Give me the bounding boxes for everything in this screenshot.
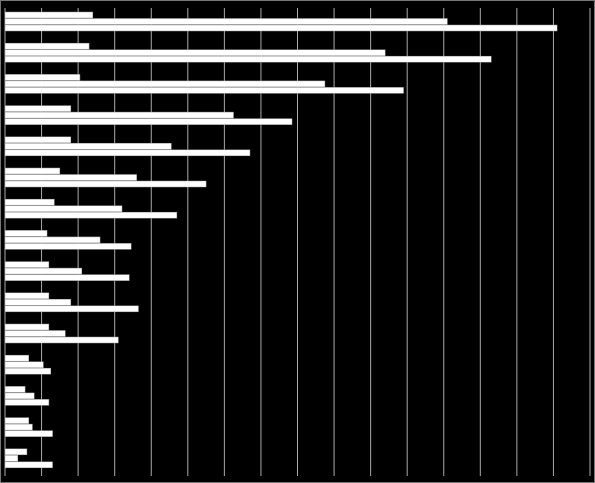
- bar: [4, 430, 53, 437]
- bar: [4, 11, 93, 19]
- bar: [4, 267, 83, 275]
- bar: [4, 174, 137, 181]
- bar: [4, 292, 50, 300]
- bar: [4, 336, 119, 344]
- bar: [4, 167, 61, 175]
- bar: [4, 211, 178, 219]
- bar: [4, 367, 51, 375]
- bar: [4, 423, 33, 431]
- bar: [4, 354, 30, 362]
- bar: [4, 49, 386, 56]
- bar: [4, 111, 234, 119]
- bar: [4, 386, 26, 393]
- bar: [4, 417, 30, 424]
- bar: [4, 361, 44, 368]
- bar: [4, 205, 123, 212]
- bar: [4, 330, 66, 337]
- bar: [4, 299, 72, 306]
- bar: [4, 461, 53, 469]
- bar: [4, 399, 50, 406]
- bar: [4, 42, 90, 50]
- bar: [4, 305, 139, 313]
- bar: [4, 230, 48, 237]
- bar: [4, 198, 55, 206]
- bar: [4, 143, 172, 150]
- bar: [4, 274, 130, 281]
- bar: [4, 180, 207, 188]
- bar: [4, 261, 50, 268]
- bar: [4, 392, 35, 400]
- bar: [4, 149, 251, 157]
- bar: [4, 136, 72, 144]
- bar: [4, 243, 132, 250]
- bar: [4, 323, 50, 331]
- bar: [4, 18, 448, 25]
- bar: [4, 105, 72, 112]
- bar: [4, 118, 293, 125]
- bar: [4, 74, 81, 81]
- bar: [4, 80, 326, 88]
- bar: [4, 455, 19, 462]
- bar: [4, 448, 28, 456]
- bar: [4, 55, 492, 63]
- bar: [4, 87, 404, 94]
- bar: [4, 236, 101, 244]
- bar: [4, 24, 558, 32]
